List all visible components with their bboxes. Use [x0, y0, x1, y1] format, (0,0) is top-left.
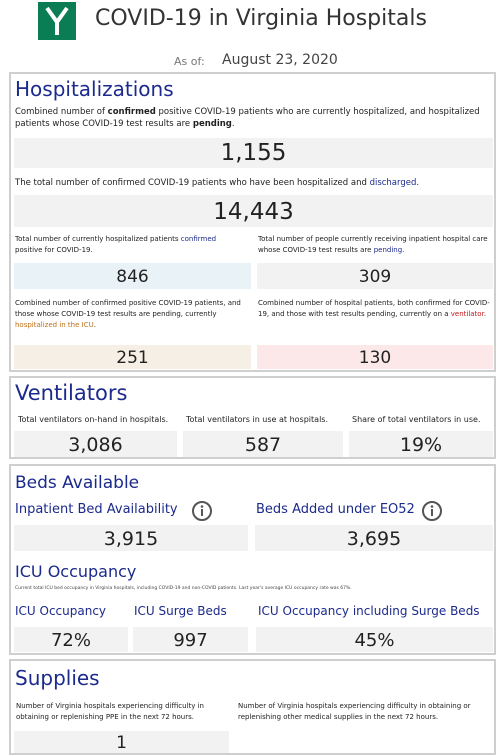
value: 3,695 [255, 525, 493, 551]
supplies-panel [9, 659, 496, 755]
value: 997 [133, 627, 248, 652]
text: . [402, 246, 405, 254]
text: hospitalized in the ICU [15, 321, 94, 329]
section-title: Hospitalizations [15, 77, 174, 101]
text: Total number of currently hospitalized p… [15, 235, 181, 243]
description: The total number of confirmed COVID-19 p… [15, 177, 485, 189]
beds-panel [9, 464, 496, 655]
value: 45% [256, 627, 493, 652]
value: 3,086 [14, 431, 177, 457]
section-title: Supplies [15, 666, 100, 690]
text: pending [192, 119, 232, 129]
value: 1,155 [14, 138, 493, 168]
value: 19% [349, 431, 493, 457]
text: discharged [369, 178, 417, 188]
description: Combined number of confirmed positive CO… [15, 106, 485, 130]
value: 3,915 [14, 525, 248, 551]
label: Number of Virginia hospitals experiencin… [16, 702, 204, 721]
text: . [483, 310, 487, 318]
section-title: Beds Available [15, 473, 140, 493]
text: ventilator [450, 310, 484, 318]
description: Combined number of confirmed positive CO… [15, 298, 249, 331]
label: Number of Virginia hospitals experiencin… [238, 702, 471, 721]
text: Combined number of hospital patients, bo… [258, 299, 490, 318]
info-icon[interactable] [191, 500, 213, 522]
info-icon[interactable] [421, 500, 443, 522]
label: ICU Surge Beds [134, 604, 227, 618]
label: Inpatient Bed Availability [15, 502, 178, 517]
text: confirmed [180, 235, 217, 243]
text: positive COVID-19 patients who are curre… [15, 107, 480, 129]
description: Total number of people currently receivi… [258, 234, 490, 256]
text: Combined number of [15, 107, 108, 117]
description: Total number of currently hospitalized p… [15, 234, 245, 256]
text: positive for COVID-19. [15, 246, 93, 254]
label: Total ventilators on-hand in hospitals. [18, 415, 169, 424]
value: 846 [14, 263, 251, 289]
label: Share of total ventilators in use. [352, 415, 481, 424]
text: Combined number of confirmed positive CO… [15, 299, 241, 318]
value: 72% [14, 627, 128, 652]
title: COVID-19 in Virginia Hospitals [95, 6, 427, 31]
text: confirmed [107, 107, 156, 117]
text: The total number of confirmed COVID-19 p… [15, 178, 370, 188]
ventilators-panel [9, 376, 496, 459]
section-title: Ventilators [15, 381, 128, 405]
label: ICU Occupancy including Surge Beds [258, 604, 480, 618]
value: 251 [14, 345, 251, 369]
logo [38, 2, 76, 40]
note: Current total ICU bed occupancy in Virgi… [15, 586, 352, 591]
value: 14,443 [14, 195, 493, 227]
text: . [93, 321, 96, 329]
text: pending [373, 246, 403, 254]
label: Beds Added under EO52 [256, 502, 415, 517]
text: . [416, 178, 420, 188]
text: . [231, 119, 235, 129]
as-of-date: August 23, 2020 [222, 52, 338, 68]
value: 309 [257, 263, 493, 289]
text: Total number of people currently receivi… [258, 235, 488, 254]
section-title: ICU Occupancy [15, 562, 137, 581]
description: Combined number of hospital patients, bo… [258, 298, 492, 320]
value: 130 [257, 345, 493, 369]
value: 1 [14, 731, 229, 753]
as-of-label: As of: [174, 55, 205, 68]
label: ICU Occupancy [15, 604, 107, 618]
label: Total ventilators in use at hospitals. [186, 415, 328, 424]
hospitalizations-panel [9, 72, 496, 372]
value: 587 [183, 431, 343, 457]
